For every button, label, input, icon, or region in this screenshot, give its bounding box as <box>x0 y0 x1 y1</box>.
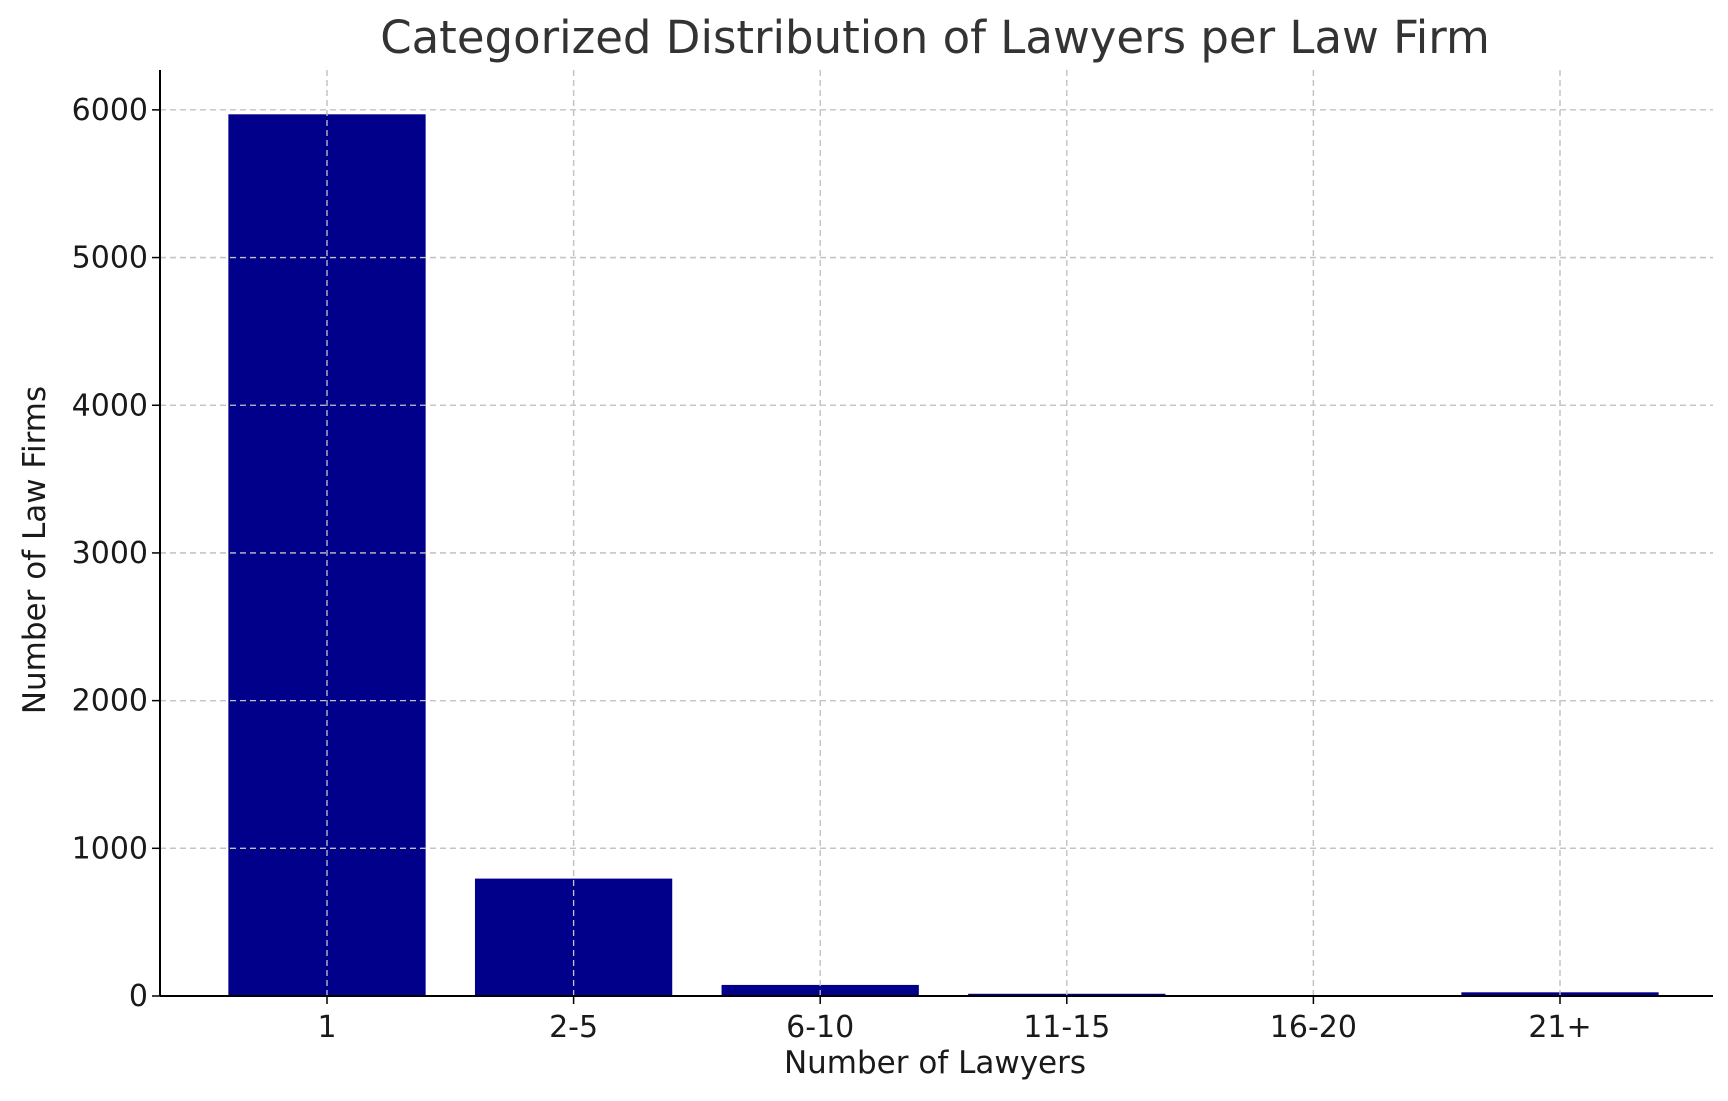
x-tick-label: 16-20 <box>1270 1010 1357 1045</box>
grid-lines-front <box>160 70 1713 996</box>
x-tick-label: 1 <box>317 1010 336 1045</box>
y-axis-label: Number of Law Firms <box>17 386 53 714</box>
y-tick-label: 1000 <box>72 831 148 866</box>
y-tick-label: 0 <box>129 979 148 1014</box>
y-tick-label: 4000 <box>72 388 148 423</box>
y-tick-label: 5000 <box>72 241 148 276</box>
chart-title: Categorized Distribution of Lawyers per … <box>380 11 1490 64</box>
x-tick-label: 2-5 <box>549 1010 598 1045</box>
y-tick-label: 6000 <box>72 93 148 128</box>
bar-2-5 <box>474 878 673 996</box>
x-tick-label: 11-15 <box>1023 1010 1110 1045</box>
x-axis-label: Number of Lawyers <box>784 1045 1086 1081</box>
bars <box>228 114 1659 997</box>
x-tick-label: 21+ <box>1528 1010 1591 1045</box>
axes: 0 1000 2000 3000 4000 5000 6000 1 2-5 6-10 11-15 16… <box>72 70 1713 1045</box>
y-tick-label: 3000 <box>72 536 148 571</box>
y-tick-label: 2000 <box>72 684 148 719</box>
x-tick-label: 6-10 <box>786 1010 854 1045</box>
